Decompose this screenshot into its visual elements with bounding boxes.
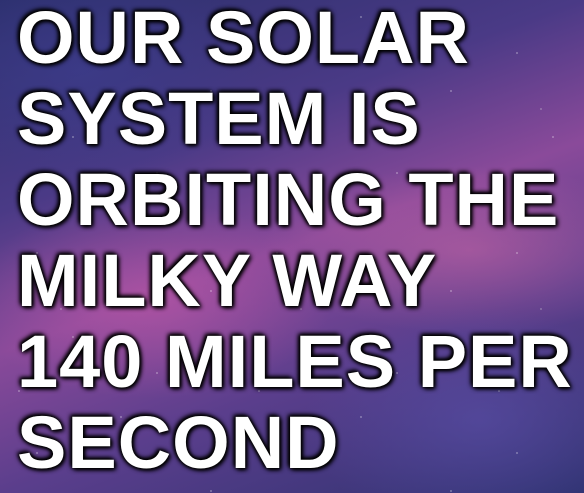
caption-line: 140 MILES PER [17, 321, 573, 402]
caption: OUR SOLAR SYSTEM IS ORBITING THE MILKY W… [17, 0, 573, 483]
caption-line: MILKY WAY [17, 240, 573, 321]
meme-image: OUR SOLAR SYSTEM IS ORBITING THE MILKY W… [0, 0, 584, 493]
caption-line: SECOND [17, 402, 573, 483]
caption-line: SYSTEM IS [17, 78, 573, 159]
caption-line: ORBITING THE [17, 159, 573, 240]
caption-line: OUR SOLAR [17, 0, 573, 78]
